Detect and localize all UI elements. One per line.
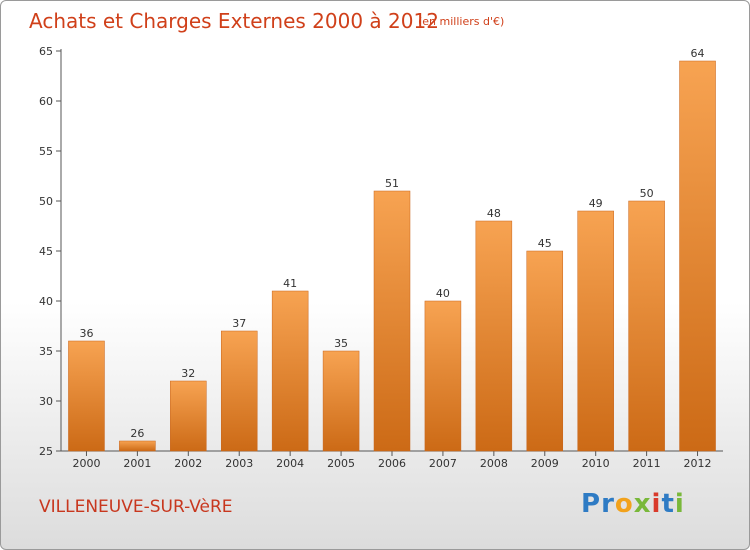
bar-2000	[68, 340, 105, 452]
logo-letter: o	[614, 489, 634, 519]
logo-letter: x	[633, 489, 652, 519]
logo-letter: P	[581, 489, 602, 519]
data-label-2002: 32	[181, 367, 195, 380]
x-tick-label-2004: 2004	[276, 457, 304, 470]
x-tick-label-2005: 2005	[327, 457, 355, 470]
x-tick-label-2007: 2007	[429, 457, 457, 470]
data-label-2009: 45	[538, 237, 552, 250]
x-tick-label-2003: 2003	[225, 457, 253, 470]
x-tick-label-2001: 2001	[123, 457, 151, 470]
y-tick-label: 30	[39, 395, 53, 408]
y-tick-label: 35	[39, 345, 53, 358]
x-tick-label-2002: 2002	[174, 457, 202, 470]
bar-2012	[679, 60, 716, 452]
bar-2007	[424, 300, 462, 452]
data-label-2005: 35	[334, 337, 348, 350]
y-tick-label: 55	[39, 145, 53, 158]
bar-2002	[170, 380, 207, 452]
data-label-2012: 64	[691, 47, 705, 60]
x-tick-label-2009: 2009	[531, 457, 559, 470]
data-label-2003: 37	[232, 317, 246, 330]
chart-unit: (en milliers d'€)	[418, 15, 505, 28]
data-label-2000: 36	[79, 327, 93, 340]
logo-letter: t	[661, 489, 675, 519]
bar-2008	[475, 220, 513, 452]
data-label-2006: 51	[385, 177, 399, 190]
y-tick-label: 45	[39, 245, 53, 258]
bar-2001	[119, 440, 156, 452]
logo-letter: r	[601, 489, 615, 519]
bar-2010	[577, 210, 614, 452]
y-tick-label: 25	[39, 445, 53, 458]
y-tick-label: 60	[39, 95, 53, 108]
bar-2005	[322, 350, 360, 452]
data-label-2011: 50	[640, 187, 654, 200]
y-tick-label: 40	[39, 295, 53, 308]
x-tick-label-2000: 2000	[72, 457, 100, 470]
x-tick-label-2011: 2011	[633, 457, 661, 470]
x-tick-label-2010: 2010	[582, 457, 610, 470]
place-name: VILLENEUVE-SUR-VèRE	[39, 497, 233, 517]
bar-2011	[628, 200, 665, 452]
data-label-2001: 26	[130, 427, 144, 440]
y-tick-label: 50	[39, 195, 53, 208]
chart-title: Achats et Charges Externes 2000 à 2012	[29, 9, 439, 33]
bar-2009	[526, 250, 564, 452]
proxiti-logo[interactable]: Proxiti	[581, 489, 685, 519]
axes: 25 30 35 40 45 50 55 60 65 2000 2001 2002 2003 2004 20…	[39, 45, 723, 470]
x-tick-label-2008: 2008	[480, 457, 508, 470]
data-label-2007: 40	[436, 287, 450, 300]
x-tick-label-2012: 2012	[684, 457, 712, 470]
bars	[68, 60, 716, 452]
data-labels: 36 26 32 37 41 35 51 40 48 45 49 50 64	[79, 47, 704, 440]
y-tick-label: 65	[39, 45, 53, 58]
bar-2006	[373, 190, 411, 452]
data-label-2008: 48	[487, 207, 501, 220]
bar-2003	[220, 330, 258, 452]
logo-letter: i	[674, 489, 685, 519]
data-label-2010: 49	[589, 197, 603, 210]
bar-2004	[271, 290, 309, 452]
x-tick-label-2006: 2006	[378, 457, 406, 470]
logo-letter: i	[651, 489, 662, 519]
data-label-2004: 41	[283, 277, 297, 290]
